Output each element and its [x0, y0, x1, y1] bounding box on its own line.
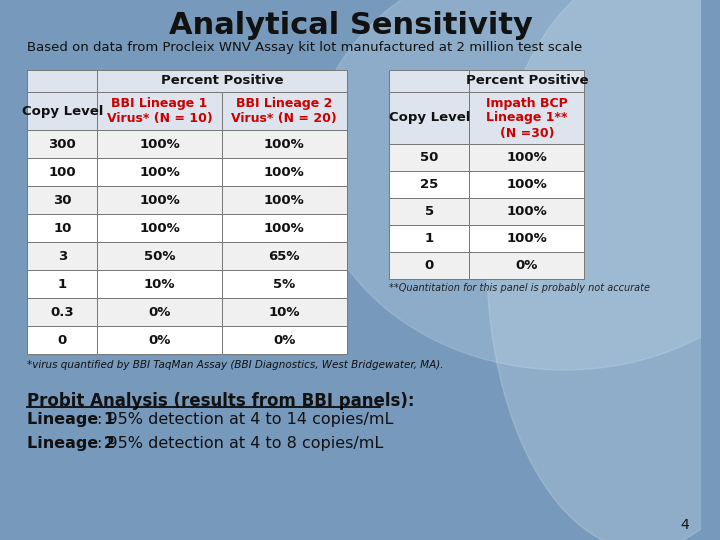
- Bar: [390, 198, 469, 225]
- Text: 0: 0: [425, 259, 434, 272]
- Bar: [97, 242, 222, 270]
- Text: 5: 5: [425, 205, 434, 218]
- Bar: [97, 158, 222, 186]
- Text: 0%: 0%: [148, 306, 171, 319]
- Bar: [97, 130, 222, 158]
- Text: 100%: 100%: [139, 138, 180, 151]
- Bar: [390, 92, 469, 144]
- Bar: [469, 92, 584, 144]
- Bar: [27, 298, 97, 326]
- Text: Impath BCP
Lineage 1**
(N =30): Impath BCP Lineage 1** (N =30): [486, 97, 567, 139]
- Text: BBI Lineage 2
Virus* (N = 20): BBI Lineage 2 Virus* (N = 20): [231, 97, 337, 125]
- Text: BBI Lineage 1
Virus* (N = 10): BBI Lineage 1 Virus* (N = 10): [107, 97, 212, 125]
- Bar: [222, 92, 346, 130]
- Bar: [469, 252, 584, 279]
- Bar: [390, 171, 469, 198]
- Bar: [97, 70, 346, 92]
- Text: Probit Analysis (results from BBI panels):: Probit Analysis (results from BBI panels…: [27, 392, 415, 410]
- Text: 100%: 100%: [139, 221, 180, 234]
- Bar: [97, 298, 222, 326]
- Bar: [97, 186, 222, 214]
- Text: 5%: 5%: [273, 278, 295, 291]
- Text: 10%: 10%: [269, 306, 300, 319]
- Text: : 95% detection at 4 to 14 copies/mL: : 95% detection at 4 to 14 copies/mL: [97, 412, 394, 427]
- Text: 100%: 100%: [264, 138, 305, 151]
- Text: 100%: 100%: [506, 178, 547, 191]
- Bar: [97, 270, 222, 298]
- Text: 100%: 100%: [139, 165, 180, 179]
- Bar: [469, 225, 584, 252]
- Text: Analytical Sensitivity: Analytical Sensitivity: [168, 10, 533, 39]
- Text: 0: 0: [58, 334, 67, 347]
- Text: 100%: 100%: [264, 221, 305, 234]
- Text: 4: 4: [680, 518, 689, 532]
- Text: 50: 50: [420, 151, 438, 164]
- Text: 1: 1: [425, 232, 434, 245]
- Bar: [469, 171, 584, 198]
- Text: 10%: 10%: [144, 278, 176, 291]
- Text: *virus quantified by BBI TaqMan Assay (BBI Diagnostics, West Bridgewater, MA).: *virus quantified by BBI TaqMan Assay (B…: [27, 360, 444, 370]
- Bar: [390, 252, 469, 279]
- Bar: [390, 70, 469, 92]
- Text: 100: 100: [48, 165, 76, 179]
- Text: 100%: 100%: [506, 232, 547, 245]
- Bar: [390, 225, 469, 252]
- Bar: [27, 270, 97, 298]
- Text: 0.3: 0.3: [50, 306, 74, 319]
- Bar: [27, 158, 97, 186]
- Text: : 95% detection at 4 to 8 copies/mL: : 95% detection at 4 to 8 copies/mL: [97, 436, 384, 451]
- Text: **Quantitation for this panel is probably not accurate: **Quantitation for this panel is probabl…: [390, 283, 650, 293]
- Bar: [97, 214, 222, 242]
- Text: 0%: 0%: [273, 334, 295, 347]
- Bar: [222, 158, 346, 186]
- Text: 100%: 100%: [264, 193, 305, 206]
- Bar: [27, 242, 97, 270]
- Text: 100%: 100%: [506, 151, 547, 164]
- Bar: [222, 298, 346, 326]
- Bar: [222, 270, 346, 298]
- Text: 100%: 100%: [139, 193, 180, 206]
- Bar: [97, 92, 222, 130]
- Text: Copy Level: Copy Level: [22, 105, 103, 118]
- Text: Based on data from Procleix WNV Assay kit lot manufactured at 2 million test sca: Based on data from Procleix WNV Assay ki…: [27, 42, 582, 55]
- Bar: [27, 214, 97, 242]
- Text: 0%: 0%: [148, 334, 171, 347]
- Text: 30: 30: [53, 193, 71, 206]
- Bar: [27, 326, 97, 354]
- Text: Lineage 2: Lineage 2: [27, 436, 115, 451]
- Bar: [222, 130, 346, 158]
- Bar: [469, 198, 584, 225]
- Bar: [469, 144, 584, 171]
- Text: 100%: 100%: [264, 165, 305, 179]
- Text: Lineage 1: Lineage 1: [27, 412, 115, 427]
- Text: 300: 300: [48, 138, 76, 151]
- Bar: [222, 186, 346, 214]
- Text: 100%: 100%: [506, 205, 547, 218]
- Bar: [97, 326, 222, 354]
- Bar: [27, 92, 97, 130]
- Bar: [222, 214, 346, 242]
- Text: Percent Positive: Percent Positive: [161, 75, 283, 87]
- Bar: [27, 130, 97, 158]
- Text: 3: 3: [58, 249, 67, 262]
- Bar: [27, 70, 97, 92]
- Text: 1: 1: [58, 278, 67, 291]
- Ellipse shape: [312, 0, 720, 370]
- Text: Percent Positive: Percent Positive: [466, 75, 588, 87]
- Text: 0%: 0%: [516, 259, 538, 272]
- Bar: [469, 70, 584, 92]
- Bar: [27, 186, 97, 214]
- Text: 25: 25: [420, 178, 438, 191]
- Text: Copy Level: Copy Level: [389, 111, 470, 125]
- Bar: [222, 242, 346, 270]
- Text: 10: 10: [53, 221, 71, 234]
- Bar: [390, 144, 469, 171]
- Text: 50%: 50%: [144, 249, 176, 262]
- Text: 65%: 65%: [269, 249, 300, 262]
- Bar: [222, 326, 346, 354]
- Ellipse shape: [487, 0, 720, 540]
